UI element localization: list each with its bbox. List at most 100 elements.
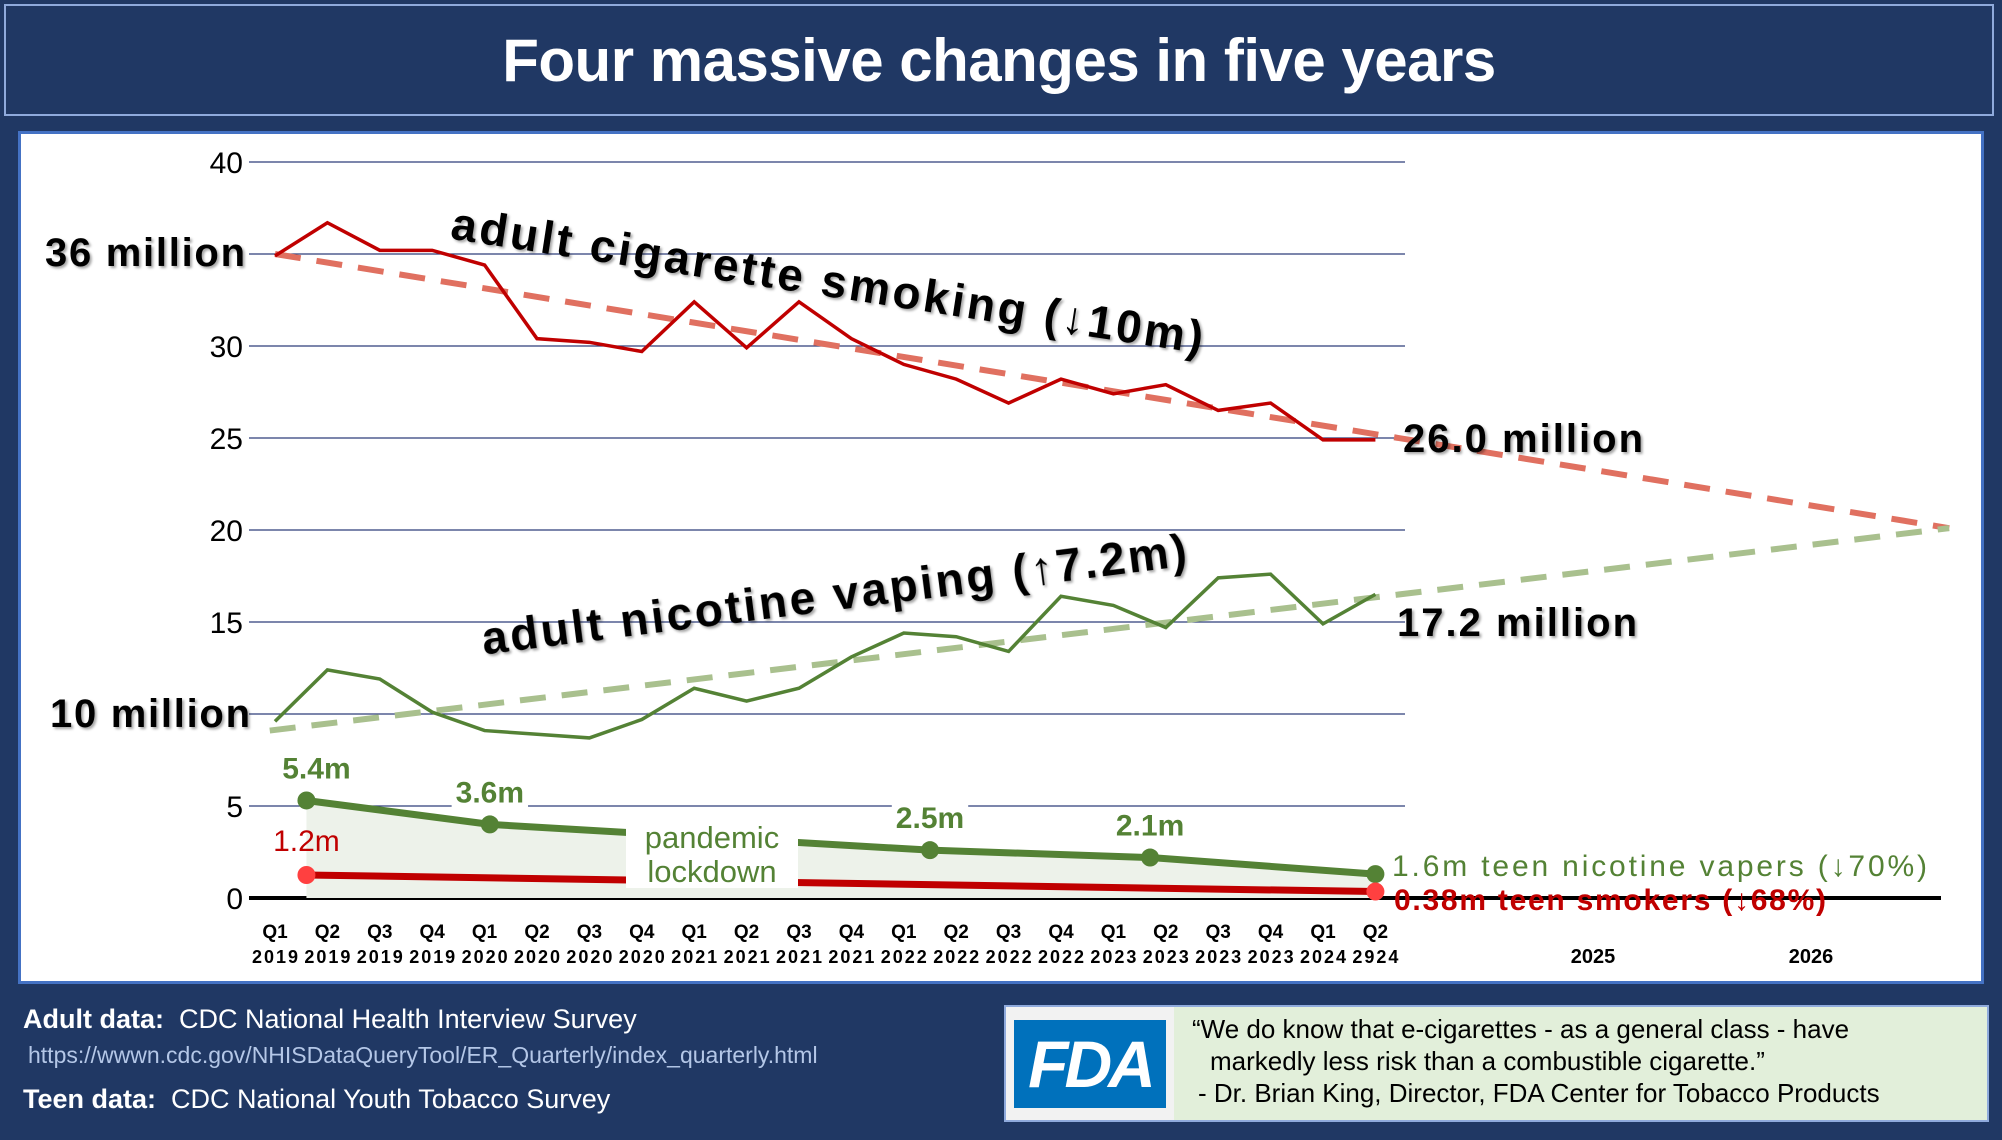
x-tick-quarter: Q1 bbox=[682, 922, 708, 943]
x-tick-year: 2022 bbox=[986, 947, 1032, 967]
x-tick-year: 2019 bbox=[252, 947, 298, 967]
x-tick-year: 2021 bbox=[724, 947, 770, 967]
vape-series-label: adult nicotine vaping (↑7.2m) bbox=[479, 524, 1190, 665]
teen-label-bg bbox=[451, 776, 529, 810]
x-tick-year: 2023 bbox=[1195, 947, 1241, 967]
quote-box: FDA “We do know that e-cigarettes - as a… bbox=[1004, 1005, 1989, 1122]
teen-label-bg bbox=[1111, 809, 1189, 843]
teen-shaded-area bbox=[306, 800, 1376, 898]
x-tick-quarter: Q4 bbox=[839, 922, 865, 943]
y-tick-label: 25 bbox=[210, 423, 243, 456]
x-tick-quarter: Q1 bbox=[1310, 922, 1336, 943]
page-title: Four massive changes in five years bbox=[502, 26, 1496, 94]
x-tick-quarter: Q2 bbox=[1153, 922, 1178, 943]
teen-label-bg bbox=[278, 752, 355, 786]
teen-data-point bbox=[297, 791, 316, 810]
teen-data-label: 1.2m bbox=[273, 825, 340, 858]
x-tick-year: 2022 bbox=[933, 947, 979, 967]
x-tick-quarter: Q4 bbox=[1258, 922, 1284, 943]
adult-source: Adult data: CDC National Health Intervie… bbox=[23, 1004, 637, 1035]
x-tick-quarter: Q2 bbox=[734, 922, 759, 943]
y-tick-label: 20 bbox=[210, 515, 243, 548]
trend-line bbox=[269, 525, 1950, 734]
x-tick-year: 2022 bbox=[881, 947, 927, 967]
quote-text: “We do know that e-cigarettes - as a gen… bbox=[1174, 1007, 1880, 1120]
teen-data-label: 3.6m bbox=[456, 776, 524, 809]
quote-line-2: markedly less risk than a combustible ci… bbox=[1210, 1046, 1765, 1076]
x-tick-year: 2020 bbox=[619, 947, 665, 967]
trend-lines bbox=[269, 251, 1950, 734]
x-tick-quarter: Q3 bbox=[786, 922, 811, 943]
x-tick-quarter: Q4 bbox=[420, 922, 446, 943]
lockdown-label: lockdown bbox=[647, 854, 776, 889]
x-tick-quarter: Q2 bbox=[1363, 922, 1388, 943]
x-tick-quarter: Q1 bbox=[472, 922, 498, 943]
teen-data-point bbox=[297, 866, 316, 884]
source-url[interactable]: https://wwwn.cdc.gov/NHISDataQueryTool/E… bbox=[28, 1042, 818, 1068]
y-tick-label: 30 bbox=[210, 331, 243, 364]
x-tick-year: 2019 bbox=[304, 947, 350, 967]
x-tick-year: 2023 bbox=[1248, 947, 1294, 967]
x-tick-year: 2021 bbox=[828, 947, 874, 967]
x-tick-year: 2020 bbox=[462, 947, 508, 967]
x-tick-quarter: Q3 bbox=[577, 922, 602, 943]
x-tick-year: 2019 bbox=[357, 947, 403, 967]
adult-data-label: Adult data: bbox=[23, 1004, 164, 1034]
x-tick-year: 2023 bbox=[1143, 947, 1189, 967]
vape-end-label: 17.2 million bbox=[1397, 601, 1637, 645]
teen-data-point bbox=[1141, 848, 1160, 867]
teen-label-bg bbox=[891, 802, 969, 836]
title-bar: Four massive changes in five years bbox=[4, 4, 1994, 116]
teen-smoke-end-label: 0.38m teen smokers (↓68%) bbox=[1394, 884, 1826, 917]
series-lines bbox=[273, 220, 1377, 740]
teen-data-point bbox=[921, 841, 939, 860]
x-tick-future-year: 2026 bbox=[1789, 946, 1834, 968]
cig-end-label: 26.0 million bbox=[1403, 417, 1643, 461]
adult-data-source: CDC National Health Interview Survey bbox=[179, 1004, 637, 1034]
teen-series: 5.4m 3.6m 2.5m 2.1m 1.2m bbox=[273, 752, 1385, 901]
x-tick-year: 2021 bbox=[776, 947, 822, 967]
x-tick-quarter: Q2 bbox=[315, 922, 340, 943]
series-line-adult-nicotine-vaping bbox=[273, 572, 1377, 740]
trend-line bbox=[274, 251, 1950, 532]
x-tick-quarter: Q1 bbox=[262, 922, 288, 943]
x-tick-quarter: Q3 bbox=[367, 922, 392, 943]
y-tick-label: 0 bbox=[226, 883, 243, 916]
x-tick-quarter: Q3 bbox=[996, 922, 1021, 943]
x-tick-quarter: Q4 bbox=[1048, 922, 1074, 943]
fda-logo: FDA bbox=[1014, 1019, 1166, 1108]
y-tick-label: 5 bbox=[226, 791, 243, 824]
fda-logo-wrap: FDA bbox=[1006, 1007, 1174, 1120]
x-tick-quarter: Q1 bbox=[1101, 922, 1127, 943]
pandemic-label: pandemic bbox=[645, 820, 779, 855]
teen-data-source: CDC National Youth Tobacco Survey bbox=[171, 1084, 611, 1114]
x-tick-year: 2020 bbox=[566, 947, 612, 967]
teen-data-point bbox=[1366, 882, 1385, 901]
teen-data-label: 2.1m bbox=[1116, 810, 1184, 843]
x-tick-year: 2020 bbox=[514, 947, 560, 967]
teen-area-fill bbox=[306, 800, 1376, 898]
teen-data-point bbox=[1366, 865, 1385, 884]
teen-source: Teen data: CDC National Youth Tobacco Su… bbox=[23, 1084, 610, 1115]
teen-data-label: Teen data: bbox=[23, 1084, 157, 1114]
vape-start-label: 10 million bbox=[50, 692, 250, 736]
x-tick-year: 2022 bbox=[1038, 947, 1084, 967]
series-line-adult-cigarette-smoking bbox=[274, 220, 1376, 442]
x-tick-quarter: Q1 bbox=[891, 922, 917, 943]
teen-data-point bbox=[480, 815, 499, 834]
cig-start-label: 36 million bbox=[45, 231, 245, 275]
x-tick-quarter: Q2 bbox=[944, 922, 969, 943]
x-tick-year: 2019 bbox=[409, 947, 455, 967]
quote-attribution: - Dr. Brian King, Director, FDA Center f… bbox=[1198, 1078, 1880, 1108]
teen-vape-end-label: 1.6m teen nicotine vapers (↓70%) bbox=[1392, 850, 1927, 883]
x-tick-quarter: Q3 bbox=[1206, 922, 1231, 943]
x-tick-year: 2021 bbox=[671, 947, 717, 967]
x-tick-year: 2024 bbox=[1300, 947, 1346, 967]
x-axis-ticks: Q1 2019 Q2 2019 Q3 2019 Q4 2019 Q1 2020 Q2 2020 Q3 20… bbox=[252, 922, 1833, 968]
quote-line-1: “We do know that e-cigarettes - as a gen… bbox=[1192, 1014, 1850, 1044]
teen-data-label: 2.5m bbox=[896, 802, 964, 835]
pandemic-box bbox=[626, 816, 798, 888]
y-tick-label: 15 bbox=[210, 607, 243, 640]
x-tick-quarter: Q2 bbox=[524, 922, 549, 943]
